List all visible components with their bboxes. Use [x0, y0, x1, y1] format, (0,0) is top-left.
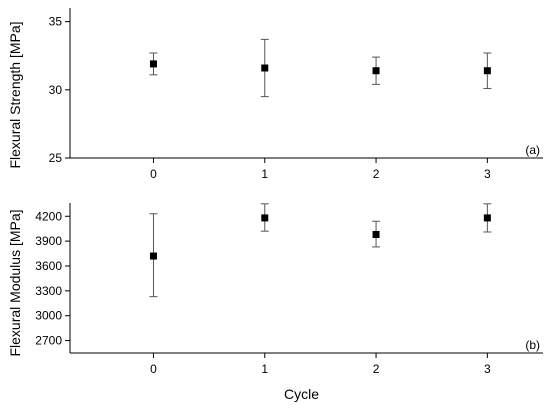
y-tick-label: 3000: [35, 309, 62, 323]
y-tick-label: 3600: [35, 259, 62, 273]
y-axis-title: Flexural Strength [MPa]: [7, 21, 23, 168]
data-point: [483, 67, 491, 75]
x-tick-label: 0: [150, 167, 157, 181]
x-tick-label: 1: [261, 167, 268, 181]
y-axis-title: Flexural Modulus [MPa]: [7, 209, 23, 356]
y-tick-label: 30: [49, 83, 63, 97]
data-point: [261, 214, 269, 222]
panel-flexural-strength: 25 30 35 0 1 2 3 (a) Flexural Strength [MPa]: [7, 8, 543, 181]
x-tick-label: 3: [484, 362, 491, 376]
panel-flexural-modulus: 2700 3000 3300 3600 3900 4200 0 1 2 3 (b) Flexural …: [7, 203, 543, 402]
x-tick-label: 0: [150, 362, 157, 376]
x-axis-title: Cycle: [284, 386, 319, 402]
y-tick-label: 35: [49, 15, 63, 29]
panel-label: (b): [525, 338, 540, 352]
y-tick-label: 25: [49, 151, 63, 165]
data-point: [483, 214, 491, 222]
x-tick-label: 3: [484, 167, 491, 181]
panel-label: (a): [525, 143, 540, 157]
y-tick-label: 2700: [35, 334, 62, 348]
x-tick-label: 2: [373, 362, 380, 376]
data-point: [261, 64, 269, 72]
x-tick-label: 1: [261, 362, 268, 376]
y-tick-label: 3900: [35, 234, 62, 248]
data-point: [372, 67, 380, 75]
x-tick-label: 2: [373, 167, 380, 181]
y-tick-label: 3300: [35, 284, 62, 298]
data-point: [149, 60, 157, 68]
data-point: [372, 230, 380, 238]
data-point: [149, 252, 157, 260]
y-tick-label: 4200: [35, 209, 62, 223]
